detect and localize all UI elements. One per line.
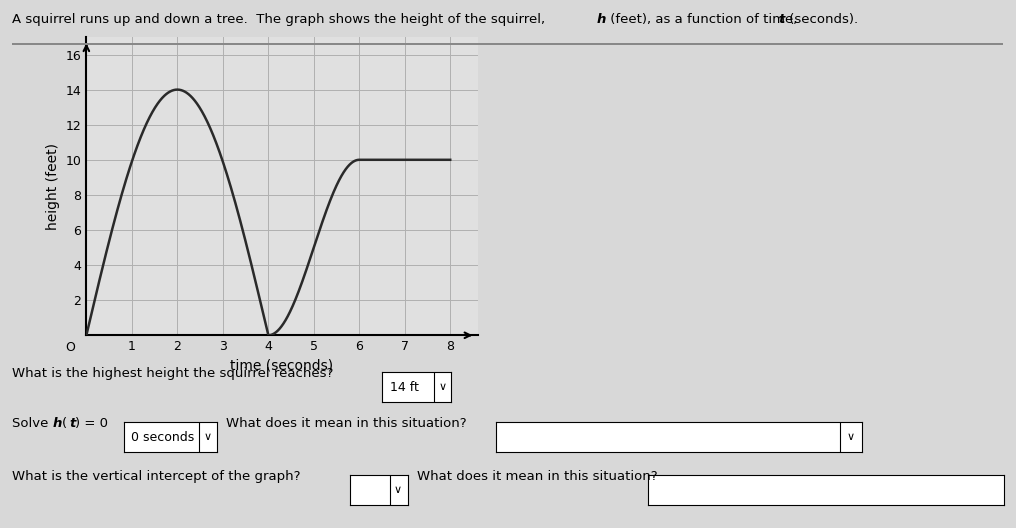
Text: A squirrel runs up and down a tree.  The graph shows the height of the squirrel,: A squirrel runs up and down a tree. The …	[12, 13, 550, 26]
Text: (seconds).: (seconds).	[785, 13, 859, 26]
Text: ∨: ∨	[394, 485, 402, 495]
Text: Solve: Solve	[12, 417, 53, 430]
Text: h: h	[53, 417, 62, 430]
Text: t: t	[69, 417, 75, 430]
Text: What does it mean in this situation?: What does it mean in this situation?	[417, 470, 657, 483]
Text: 14 ft: 14 ft	[390, 381, 420, 393]
X-axis label: time (seconds): time (seconds)	[231, 359, 333, 373]
Text: What is the highest height the squirrel reaches?: What is the highest height the squirrel …	[12, 367, 333, 380]
Text: t: t	[778, 13, 784, 26]
Text: (feet), as a function of time,: (feet), as a function of time,	[606, 13, 802, 26]
Text: (: (	[62, 417, 67, 430]
Text: ∨: ∨	[846, 432, 854, 442]
Y-axis label: height (feet): height (feet)	[46, 143, 60, 230]
Text: 0 seconds: 0 seconds	[131, 431, 195, 444]
Text: What does it mean in this situation?: What does it mean in this situation?	[226, 417, 466, 430]
Text: h: h	[596, 13, 606, 26]
Text: ) = 0: ) = 0	[75, 417, 108, 430]
Text: What is the vertical intercept of the graph?: What is the vertical intercept of the gr…	[12, 470, 301, 483]
Text: ∨: ∨	[439, 382, 447, 392]
Text: O: O	[65, 341, 75, 354]
Text: ∨: ∨	[204, 432, 212, 442]
